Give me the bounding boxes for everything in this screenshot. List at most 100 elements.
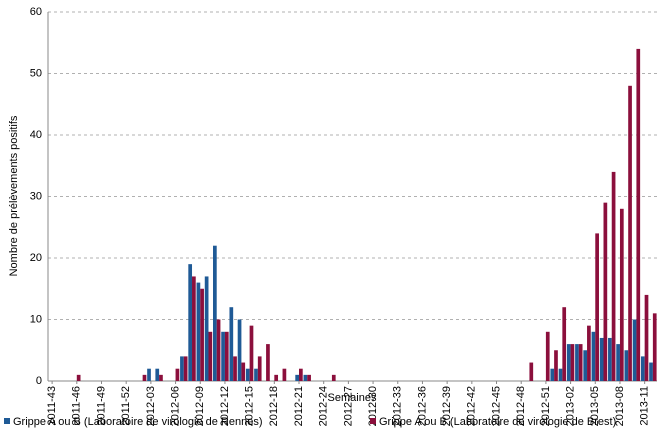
x-tick-label: 2012-33: [392, 386, 404, 426]
x-tick-label: 2012-51: [540, 386, 552, 426]
x-tick-label: 2012-15: [244, 386, 256, 426]
x-tick-label: 2012-42: [466, 386, 478, 426]
bar: [295, 374, 300, 381]
x-tick-label: 2013-02: [564, 386, 576, 426]
bar: [632, 319, 637, 381]
bar: [159, 374, 163, 381]
y-axis-title: Nombre de prélèvements positifs: [8, 115, 20, 276]
x-tick-label: 2011-52: [120, 386, 132, 426]
bar: [591, 331, 596, 381]
bar: [566, 344, 571, 381]
bar: [583, 350, 588, 381]
bar: [603, 202, 608, 381]
bar: [245, 368, 250, 381]
bar: [570, 344, 575, 381]
legend-label: Grippe A ou B (Laboratoire de virologie …: [379, 416, 616, 428]
bar: [616, 344, 620, 381]
bar: [183, 356, 188, 381]
bar: [213, 245, 217, 381]
bar: [200, 288, 204, 381]
bar: [175, 368, 180, 381]
bar: [608, 337, 612, 381]
bar: [216, 319, 221, 381]
x-tick-label: 2011-49: [95, 386, 107, 426]
x-tick-label: 2013-11: [639, 386, 651, 426]
bar: [192, 276, 196, 381]
x-tick-label: 2011-46: [71, 386, 83, 426]
bar: [575, 344, 579, 381]
bar: [636, 48, 641, 382]
y-tick-label: 10: [30, 313, 42, 325]
bar: [208, 331, 213, 381]
bar: [204, 276, 209, 381]
bar: [649, 362, 653, 381]
bar: [331, 374, 336, 381]
y-tick-label: 20: [30, 252, 42, 264]
x-tick-label: 2012-24: [318, 386, 330, 426]
bar: [249, 325, 254, 381]
x-tick-label: 2012-39: [441, 386, 453, 426]
bar: [587, 325, 591, 381]
bar: [229, 307, 234, 381]
bar: [180, 356, 184, 381]
bar: [266, 344, 270, 381]
legend-label: Grippe A ou B (Laboratoire de virologie …: [13, 416, 263, 428]
y-tick-label: 0: [36, 375, 42, 387]
bar: [299, 368, 303, 381]
legend-swatch: [370, 418, 376, 424]
bar: [76, 374, 81, 381]
x-tick-label: 2013-05: [589, 386, 601, 426]
bar: [640, 356, 645, 381]
bar: [241, 362, 246, 381]
bar: [196, 282, 201, 381]
x-tick-label: 2012-18: [268, 386, 280, 426]
bar: [233, 356, 237, 381]
x-tick-label: 2012-09: [194, 386, 206, 426]
legend-swatch: [4, 418, 10, 424]
bar: [155, 368, 160, 381]
bar: [224, 331, 229, 381]
bar: [147, 368, 151, 381]
bar: [188, 264, 193, 381]
bar: [545, 331, 550, 381]
bar: [254, 368, 258, 381]
x-tick-label: 2011-43: [46, 386, 58, 426]
bar: [303, 374, 308, 381]
bar: [599, 337, 604, 381]
x-tick-label: 2012-45: [490, 386, 502, 426]
x-tick-label: 2012-06: [169, 386, 181, 426]
x-tick-label: 2012-27: [342, 386, 354, 426]
x-tick-label: 2012-36: [416, 386, 428, 426]
bar: [624, 350, 629, 381]
x-tick-label: 2012-48: [515, 386, 527, 426]
bar: [257, 356, 262, 381]
bar: [221, 331, 225, 381]
y-tick-label: 30: [30, 190, 42, 202]
bar: [644, 294, 649, 381]
y-tick-label: 50: [30, 67, 42, 79]
bar: [307, 374, 311, 381]
bar: [550, 368, 555, 381]
x-tick-label: 2013-08: [614, 386, 626, 426]
y-tick-label: 40: [30, 129, 42, 141]
x-tick-label: 2012-03: [145, 386, 157, 426]
bar: [562, 307, 567, 381]
bar: [558, 368, 563, 381]
bar: [142, 374, 147, 381]
bar: [578, 344, 583, 381]
bar: [595, 233, 599, 381]
bar: [619, 208, 624, 381]
bar: [628, 85, 632, 382]
bar: [282, 368, 287, 381]
bar: [652, 313, 657, 381]
bar: [529, 362, 534, 381]
x-tick-label: 2012-12: [219, 386, 231, 426]
bar: [554, 350, 558, 381]
bar: [274, 374, 279, 381]
x-tick-label: 2012-30: [367, 386, 379, 426]
bar: [611, 171, 616, 381]
x-tick-label: 2012-21: [293, 386, 305, 426]
y-tick-label: 60: [30, 6, 42, 18]
x-axis-title: Semaines: [328, 392, 377, 404]
